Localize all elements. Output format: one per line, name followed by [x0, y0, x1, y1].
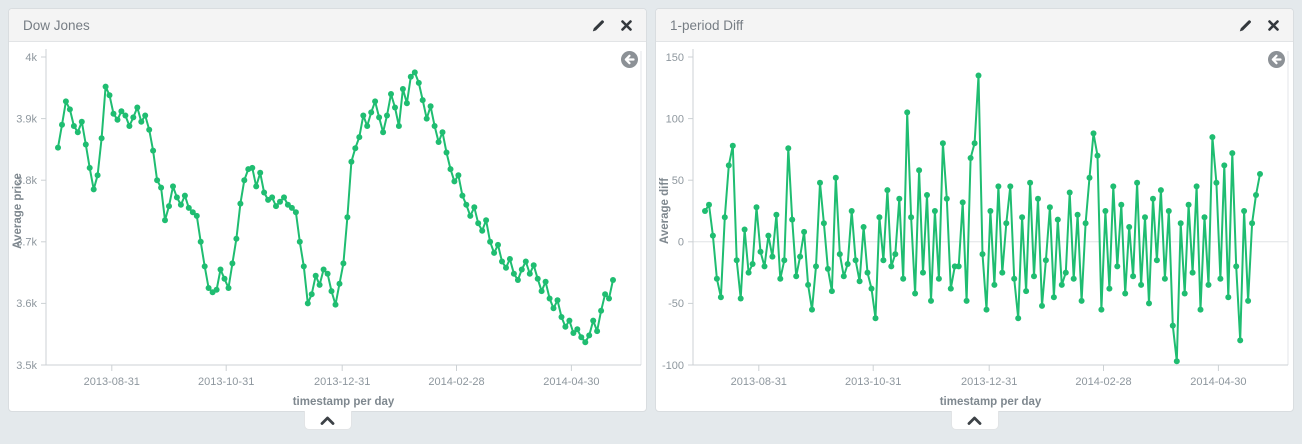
- reset-zoom-button[interactable]: [620, 50, 639, 69]
- svg-text:-50: -50: [668, 298, 684, 310]
- panel-header: 1-period Diff: [656, 9, 1293, 42]
- remove-panel-button[interactable]: [1268, 19, 1279, 31]
- svg-text:2013-10-31: 2013-10-31: [198, 376, 254, 388]
- pencil-icon: [1239, 19, 1251, 31]
- panel-body: 3.5k 3.6k 3.7k 3.8k 3.9k 4k 2013-08-31 2013-10-…: [9, 42, 646, 430]
- svg-text:3.8k: 3.8k: [16, 175, 37, 187]
- svg-text:3.7k: 3.7k: [16, 237, 37, 249]
- dow-jones-chart[interactable]: 3.5k 3.6k 3.7k 3.8k 3.9k 4k 2013-08-31 2013-10-…: [9, 42, 646, 410]
- panel-title: 1-period Diff: [670, 17, 744, 33]
- panel-actions: [592, 19, 632, 32]
- spy-panel-toggle-button[interactable]: [950, 411, 999, 430]
- panel-body: -100 -50 0 50 100 150 2013-08-31 2013-10-31 2013…: [656, 42, 1293, 430]
- svg-text:timestamp per day: timestamp per day: [293, 396, 395, 408]
- pencil-icon: [592, 19, 604, 31]
- svg-text:2013-12-31: 2013-12-31: [961, 376, 1017, 388]
- svg-text:0: 0: [678, 237, 684, 249]
- panel-1-period-diff: 1-period Diff -100 -50 0 50 100 150 2013-08-31…: [655, 8, 1294, 430]
- panel-dow-jones: Dow Jones 3.5k 3.6k 3.7k 3.8k 3.9k 4k 2013-08-…: [8, 8, 647, 430]
- svg-text:3.9k: 3.9k: [16, 113, 37, 125]
- panel-title: Dow Jones: [23, 17, 90, 33]
- svg-text:3.5k: 3.5k: [16, 360, 37, 372]
- chevron-up-icon: [967, 416, 982, 425]
- circle-back-arrow-icon: [621, 51, 638, 68]
- edit-visualization-button[interactable]: [592, 19, 605, 32]
- close-icon: [1268, 19, 1279, 31]
- svg-text:-100: -100: [662, 360, 684, 372]
- svg-text:4k: 4k: [25, 52, 37, 64]
- svg-text:50: 50: [672, 175, 684, 187]
- diff-chart[interactable]: -100 -50 0 50 100 150 2013-08-31 2013-10-31 2013…: [656, 42, 1293, 410]
- dashboard: Dow Jones 3.5k 3.6k 3.7k 3.8k 3.9k 4k 2013-08-…: [8, 8, 1294, 430]
- panel-header: Dow Jones: [9, 9, 646, 42]
- circle-back-arrow-icon: [1268, 51, 1285, 68]
- svg-text:2014-04-30: 2014-04-30: [1190, 376, 1246, 388]
- svg-text:2014-02-28: 2014-02-28: [1075, 376, 1131, 388]
- close-icon: [621, 19, 632, 31]
- svg-text:2013-08-31: 2013-08-31: [84, 376, 140, 388]
- svg-text:timestamp per day: timestamp per day: [940, 396, 1042, 408]
- svg-text:Average price: Average price: [12, 173, 24, 249]
- svg-text:Average diff: Average diff: [659, 178, 671, 244]
- panel-actions: [1239, 19, 1279, 32]
- svg-text:2013-12-31: 2013-12-31: [314, 376, 370, 388]
- edit-visualization-button[interactable]: [1239, 19, 1252, 32]
- svg-text:2013-10-31: 2013-10-31: [845, 376, 901, 388]
- svg-text:2014-04-30: 2014-04-30: [543, 376, 599, 388]
- svg-text:100: 100: [666, 113, 684, 125]
- svg-text:3.6k: 3.6k: [16, 298, 37, 310]
- svg-text:2013-08-31: 2013-08-31: [731, 376, 787, 388]
- remove-panel-button[interactable]: [621, 19, 632, 31]
- reset-zoom-button[interactable]: [1267, 50, 1286, 69]
- spy-panel-toggle-button[interactable]: [303, 411, 352, 430]
- chevron-up-icon: [320, 416, 335, 425]
- svg-text:2014-02-28: 2014-02-28: [428, 376, 484, 388]
- svg-text:150: 150: [666, 52, 684, 64]
